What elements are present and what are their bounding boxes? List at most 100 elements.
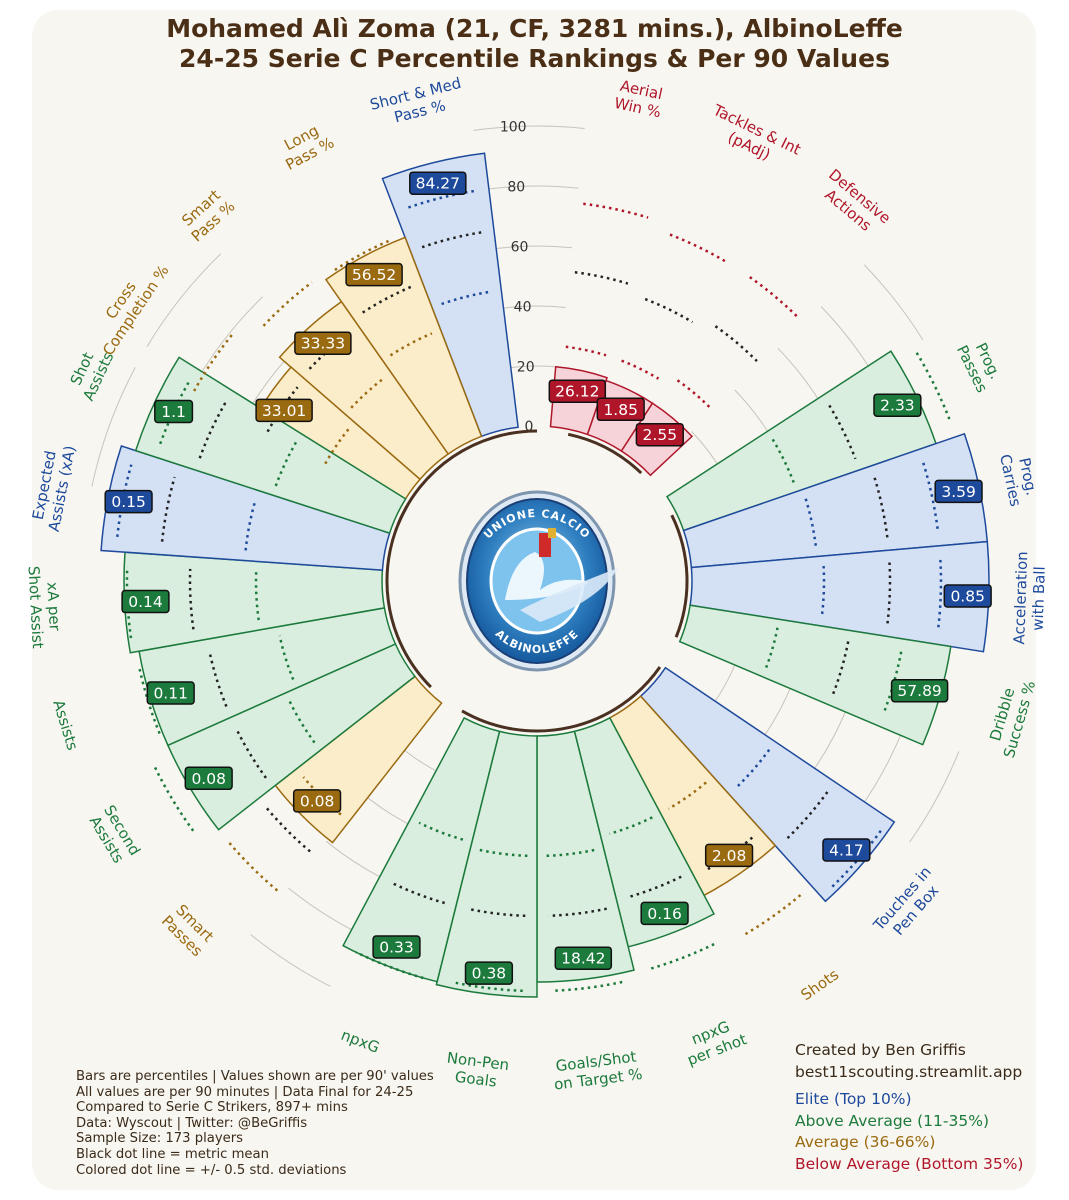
gridline bbox=[250, 934, 331, 987]
value-label: 84.27 bbox=[409, 171, 467, 195]
deviation-line bbox=[193, 333, 234, 392]
deviation-line bbox=[441, 290, 492, 306]
value-text: 4.17 bbox=[829, 842, 864, 860]
value-box bbox=[255, 398, 313, 423]
gridline bbox=[146, 253, 222, 347]
mean-line bbox=[873, 477, 889, 539]
mean-line bbox=[703, 836, 754, 873]
value-label: 0.14 bbox=[121, 589, 170, 614]
group-arc bbox=[461, 666, 662, 733]
deviation-line bbox=[667, 781, 707, 810]
mean-line bbox=[421, 231, 482, 249]
deviation-line bbox=[153, 766, 195, 832]
value-box bbox=[635, 422, 684, 447]
deviation-line bbox=[451, 980, 523, 993]
credit-block: Created by Ben Griffis best11scouting.st… bbox=[795, 1040, 1023, 1175]
bar bbox=[324, 236, 483, 456]
note-line: Bars are percentiles | Values shown are … bbox=[76, 1069, 434, 1084]
gridline bbox=[481, 185, 579, 191]
gridline bbox=[490, 245, 573, 250]
deviation-line bbox=[407, 189, 476, 209]
metric-label-line: npxG bbox=[339, 1026, 382, 1057]
value-box bbox=[104, 489, 153, 514]
gridline bbox=[860, 728, 904, 808]
deviation-line bbox=[226, 839, 279, 892]
value-text: 0.08 bbox=[300, 792, 335, 810]
gridline bbox=[288, 887, 358, 934]
metric-label: Assists bbox=[49, 698, 81, 753]
bar bbox=[435, 730, 538, 998]
value-box bbox=[873, 393, 922, 417]
value-text: 0.11 bbox=[153, 685, 188, 703]
value-box bbox=[596, 397, 645, 422]
gridline bbox=[91, 367, 136, 487]
value-box bbox=[184, 766, 233, 791]
gridline bbox=[909, 751, 960, 843]
value-text: 2.08 bbox=[712, 847, 747, 865]
bar bbox=[342, 716, 501, 983]
value-box bbox=[822, 838, 871, 862]
deviation-line bbox=[804, 498, 818, 547]
value-text: 1.85 bbox=[603, 401, 638, 419]
value-label: 3.59 bbox=[934, 479, 983, 504]
note-line: Compared to Serie C Strikers, 897+ mins bbox=[76, 1100, 348, 1116]
value-label: 0.08 bbox=[292, 789, 342, 813]
deviation-line bbox=[749, 276, 801, 320]
mean-line bbox=[467, 907, 526, 918]
deviation-line bbox=[546, 848, 595, 858]
credit-author: Created by Ben Griffis bbox=[795, 1041, 966, 1059]
mean-line bbox=[886, 562, 892, 625]
mean-line bbox=[644, 297, 694, 324]
mean-line bbox=[785, 791, 829, 841]
radial-tick-labels: 0 20 40 60 80 100 bbox=[500, 120, 535, 436]
value-label: 1.85 bbox=[596, 397, 645, 422]
mean-line bbox=[574, 271, 629, 285]
credit-url: best11scouting.streamlit.app bbox=[795, 1062, 1023, 1081]
legend-average: Average (36-66%) bbox=[795, 1133, 936, 1151]
note-line: All values are per 90 minutes | Data Fin… bbox=[76, 1084, 414, 1100]
value-label: 4.17 bbox=[822, 838, 871, 862]
deviation-line bbox=[735, 748, 771, 789]
deviation-line bbox=[676, 379, 712, 409]
value-text: 0.33 bbox=[379, 939, 414, 957]
deviation-line bbox=[565, 345, 607, 357]
note-line: Sample Size: 173 players bbox=[76, 1131, 244, 1147]
gridline bbox=[691, 431, 720, 468]
deviation-line bbox=[125, 566, 133, 639]
bar bbox=[100, 445, 391, 572]
value-box bbox=[943, 584, 992, 608]
value-box bbox=[292, 789, 342, 813]
value-label: 26.12 bbox=[548, 379, 607, 403]
value-label: 2.08 bbox=[704, 843, 754, 868]
deviation-line bbox=[551, 980, 623, 993]
value-box bbox=[372, 935, 421, 959]
mean-line bbox=[265, 807, 311, 853]
metric-label: npxG bbox=[339, 1026, 382, 1057]
metric-label: Tackles & Int(pAdj) bbox=[709, 100, 803, 163]
note-line: Colored dot line = +/- 0.5 std. deviatio… bbox=[76, 1162, 347, 1178]
value-box bbox=[345, 262, 403, 287]
value-box bbox=[409, 171, 467, 195]
deviation-line bbox=[274, 441, 298, 487]
gridline bbox=[197, 296, 263, 378]
value-text: 84.27 bbox=[416, 175, 460, 193]
radial-tick-label: 40 bbox=[514, 299, 532, 315]
value-label: 18.42 bbox=[554, 946, 613, 970]
value-label: 2.55 bbox=[635, 422, 684, 447]
radial-tick-label: 100 bbox=[500, 120, 527, 136]
value-label: 2.33 bbox=[873, 393, 922, 417]
value-text: 0.16 bbox=[647, 905, 682, 923]
metric-label: Prog.Carries bbox=[996, 453, 1041, 509]
chart-notes: Bars are percentiles | Values shown are … bbox=[76, 1069, 434, 1178]
bar bbox=[665, 350, 937, 532]
value-label: 0.15 bbox=[104, 489, 153, 514]
chart-title: Mohamed Alì Zoma (21, CF, 3281 mins.), A… bbox=[166, 14, 903, 43]
